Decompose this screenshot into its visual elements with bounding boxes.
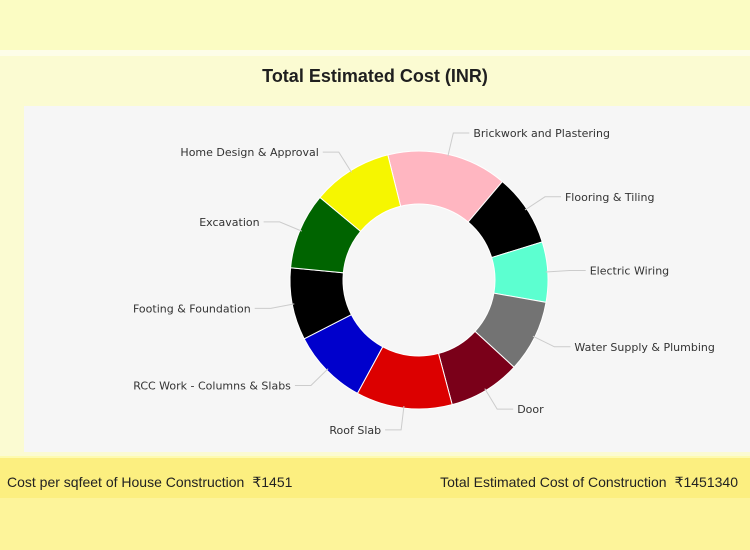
leader-line-footing-and-foundation — [254, 303, 295, 309]
summary-bar — [0, 458, 750, 498]
slice-label-door: Door — [517, 403, 544, 416]
leader-line-water-supply-and-plumbing — [532, 335, 571, 348]
bottom-band — [0, 498, 750, 550]
chart-title: Total Estimated Cost (INR) — [262, 66, 488, 86]
slice-label-rcc-work-columns-and-slabs: RCC Work - Columns & Slabs — [133, 379, 291, 392]
slice-label-electric-wiring: Electric Wiring — [590, 265, 669, 278]
cost-per-sqft-value: ₹1451 — [252, 474, 293, 490]
leader-line-flooring-and-tiling — [524, 196, 561, 211]
slice-label-home-design-and-approval: Home Design & Approval — [180, 146, 318, 159]
slice-home-design-and-approval[interactable] — [319, 154, 402, 233]
leader-line-excavation — [263, 221, 302, 232]
leader-line-electric-wiring — [545, 270, 586, 273]
total-cost-value: ₹1451340 — [674, 474, 738, 490]
leader-line-roof-slab — [385, 406, 405, 431]
slice-label-water-supply-and-plumbing: Water Supply & Plumbing — [574, 341, 714, 354]
top-band — [0, 0, 750, 50]
cost-per-sqft: Cost per sqfeet of House Construction ₹14… — [7, 474, 292, 491]
separator — [0, 50, 750, 56]
slice-label-roof-slab: Roof Slab — [329, 424, 381, 437]
leader-line-brickwork-and-plastering — [447, 132, 470, 157]
slice-label-excavation: Excavation — [199, 216, 259, 229]
leader-line-door — [484, 388, 514, 410]
cost-per-sqft-label: Cost per sqfeet of House Construction — [7, 474, 245, 490]
slice-label-flooring-and-tiling: Flooring & Tiling — [565, 191, 654, 204]
total-cost: Total Estimated Cost of Construction ₹145… — [440, 474, 738, 491]
leader-line-home-design-and-approval — [322, 151, 352, 173]
total-cost-label: Total Estimated Cost of Construction — [440, 474, 667, 490]
slice-label-brickwork-and-plastering: Brickwork and Plastering — [473, 127, 610, 140]
slice-label-footing-and-foundation: Footing & Foundation — [133, 302, 251, 315]
leader-line-rcc-work-columns-and-slabs — [294, 368, 329, 386]
